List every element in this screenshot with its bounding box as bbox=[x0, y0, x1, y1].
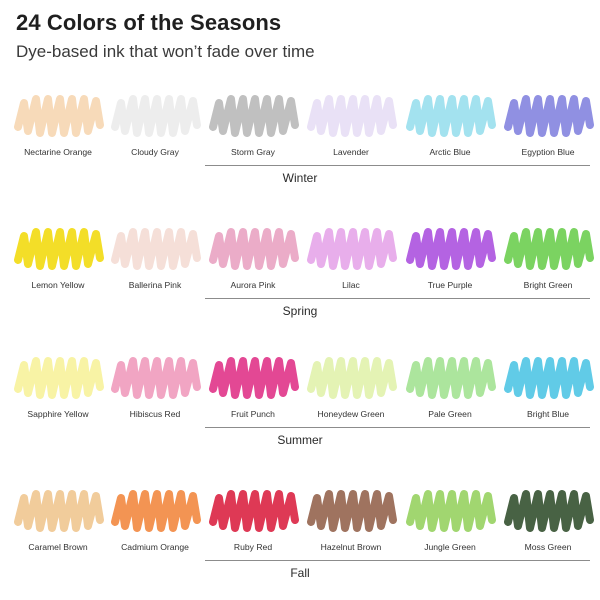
swatch-label: Honeydew Green bbox=[317, 409, 385, 419]
swatch-label: Egyption Blue bbox=[521, 147, 575, 157]
ink-scribble bbox=[406, 95, 496, 137]
swatch-label: Cadmium Orange bbox=[121, 542, 189, 552]
ink-scribble bbox=[111, 228, 201, 270]
season-winter: Nectarine Orange Cloudy Gray Storm Gray Lav… bbox=[0, 85, 600, 205]
ink-scribble bbox=[209, 490, 299, 532]
ink-scribble bbox=[111, 490, 201, 532]
color-swatch bbox=[402, 347, 498, 407]
color-swatch bbox=[107, 480, 203, 540]
color-swatch bbox=[205, 347, 301, 407]
ink-scribble bbox=[307, 357, 397, 399]
ink-scribble bbox=[504, 490, 594, 532]
swatch-label: Hazelnut Brown bbox=[320, 542, 382, 552]
color-swatch bbox=[500, 480, 596, 540]
color-swatch bbox=[303, 480, 399, 540]
color-swatch bbox=[303, 347, 399, 407]
swatch-label: Arctic Blue bbox=[429, 147, 471, 157]
ink-scribble bbox=[504, 228, 594, 270]
season-spring: Lemon Yellow Ballerina Pink Aurora Pink Lil… bbox=[0, 218, 600, 338]
ink-scribble bbox=[307, 228, 397, 270]
swatch-label: True Purple bbox=[427, 280, 473, 290]
color-swatch bbox=[500, 218, 596, 278]
color-swatch bbox=[205, 85, 301, 145]
swatch-label: Ballerina Pink bbox=[128, 280, 182, 290]
season-divider bbox=[205, 165, 590, 166]
color-swatch bbox=[10, 85, 106, 145]
swatch-label: Fruit Punch bbox=[231, 409, 275, 419]
swatch-label: Moss Green bbox=[524, 542, 572, 552]
ink-scribble bbox=[209, 228, 299, 270]
ink-scribble bbox=[504, 95, 594, 137]
swatch-label: Pale Green bbox=[428, 409, 472, 419]
color-swatch bbox=[303, 85, 399, 145]
color-swatch bbox=[107, 85, 203, 145]
season-fall: Caramel Brown Cadmium Orange Ruby Red Hazel… bbox=[0, 480, 600, 600]
swatch-label: Nectarine Orange bbox=[24, 147, 92, 157]
swatch-label: Jungle Green bbox=[424, 542, 476, 552]
season-label: Fall bbox=[290, 566, 310, 580]
color-swatch bbox=[107, 347, 203, 407]
color-swatch bbox=[402, 85, 498, 145]
ink-scribble bbox=[14, 490, 104, 532]
color-swatch bbox=[10, 480, 106, 540]
season-divider bbox=[205, 427, 590, 428]
swatch-label: Hibiscus Red bbox=[129, 409, 181, 419]
page-title: 24 Colors of the Seasons bbox=[16, 10, 282, 35]
season-label: Winter bbox=[282, 171, 318, 185]
season-label: Summer bbox=[277, 433, 323, 447]
color-swatch bbox=[107, 218, 203, 278]
season-label: Spring bbox=[282, 304, 318, 318]
color-swatch bbox=[500, 347, 596, 407]
swatch-label: Lemon Yellow bbox=[31, 280, 85, 290]
color-swatch bbox=[303, 218, 399, 278]
color-swatch bbox=[10, 218, 106, 278]
color-swatch bbox=[205, 480, 301, 540]
swatch-label: Bright Blue bbox=[526, 409, 570, 419]
ink-scribble bbox=[111, 95, 201, 137]
ink-scribble bbox=[504, 357, 594, 399]
ink-scribble bbox=[111, 357, 201, 399]
color-swatch bbox=[402, 480, 498, 540]
ink-scribble bbox=[209, 95, 299, 137]
swatch-label: Sapphire Yellow bbox=[27, 409, 89, 419]
season-divider bbox=[205, 298, 590, 299]
color-swatch bbox=[205, 218, 301, 278]
swatch-label: Ruby Red bbox=[233, 542, 273, 552]
swatch-label: Caramel Brown bbox=[28, 542, 88, 552]
swatch-label: Aurora Pink bbox=[230, 280, 276, 290]
swatch-label: Lavender bbox=[333, 147, 369, 157]
swatch-label: Cloudy Gray bbox=[131, 147, 179, 157]
ink-scribble bbox=[14, 228, 104, 270]
ink-scribble bbox=[14, 95, 104, 137]
swatch-label: Lilac bbox=[342, 280, 360, 290]
page-subtitle: Dye-based ink that won’t fade over time bbox=[16, 42, 315, 61]
ink-scribble bbox=[307, 95, 397, 137]
swatch-label: Bright Green bbox=[523, 280, 573, 290]
ink-scribble bbox=[406, 228, 496, 270]
color-swatch bbox=[10, 347, 106, 407]
season-summer: Sapphire Yellow Hibiscus Red Fruit Punch Ho… bbox=[0, 347, 600, 467]
color-swatch bbox=[402, 218, 498, 278]
ink-scribble bbox=[307, 490, 397, 532]
color-swatch bbox=[500, 85, 596, 145]
ink-scribble bbox=[406, 490, 496, 532]
ink-scribble bbox=[209, 357, 299, 399]
ink-scribble bbox=[406, 357, 496, 399]
season-divider bbox=[205, 560, 590, 561]
swatch-label: Storm Gray bbox=[231, 147, 275, 157]
ink-scribble bbox=[14, 357, 104, 399]
